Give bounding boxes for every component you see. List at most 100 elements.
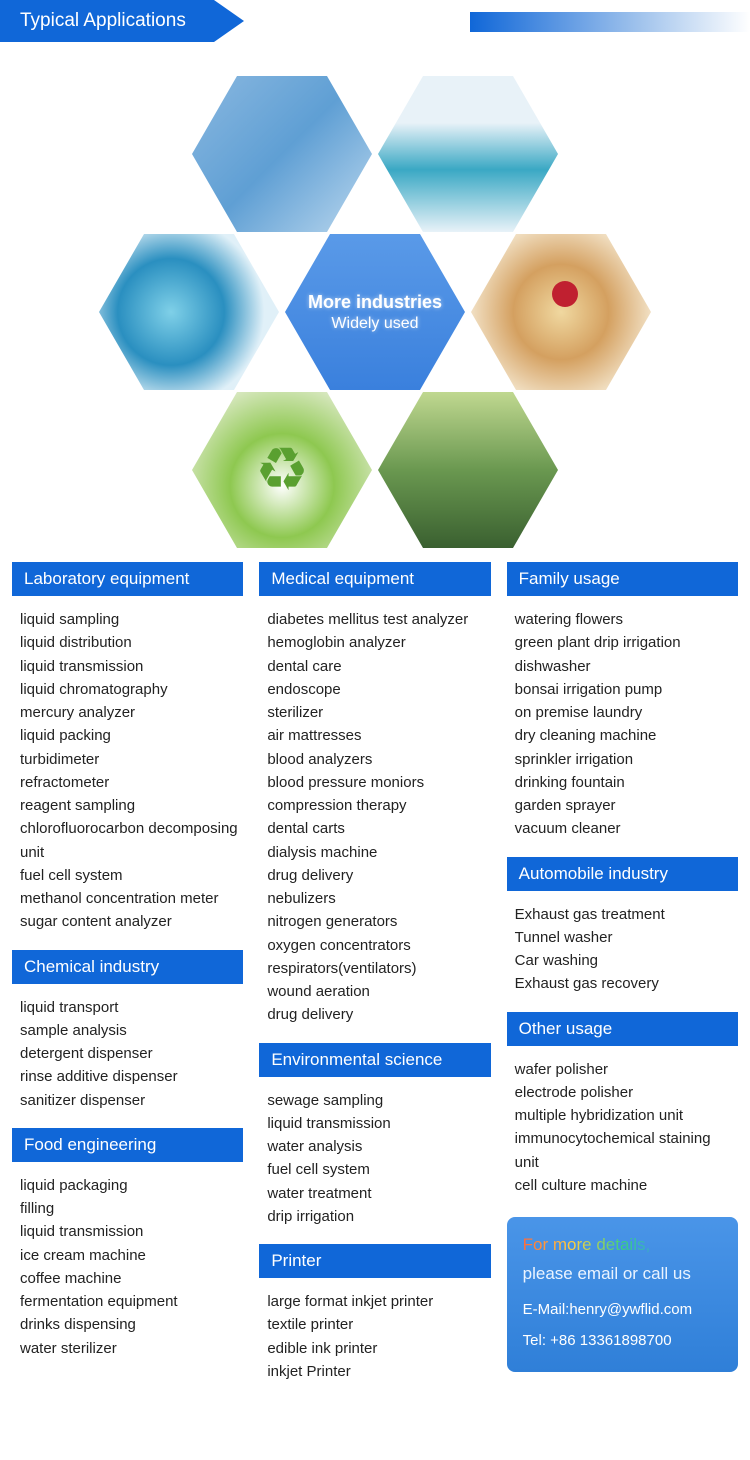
contact-box: For more details,please email or call us… <box>507 1217 738 1372</box>
section-list: sewage samplingliquid transmissionwater … <box>259 1085 490 1235</box>
contact-cta-line1: For more details, <box>523 1231 722 1260</box>
list-item: drug delivery <box>267 1003 486 1026</box>
list-item: fuel cell system <box>267 1158 486 1181</box>
list-item: large format inkjet printer <box>267 1290 486 1313</box>
list-item: wound aeration <box>267 980 486 1003</box>
column: Medical equipment diabetes mellitus test … <box>259 562 490 1389</box>
hex-image-food <box>471 234 651 390</box>
list-item: sewage sampling <box>267 1089 486 1112</box>
list-item: oxygen concentrators <box>267 934 486 957</box>
list-item: liquid transmission <box>20 655 239 678</box>
section-list: wafer polisherelectrode polishermultiple… <box>507 1054 738 1204</box>
list-item: edible ink printer <box>267 1337 486 1360</box>
list-item: electrode polisher <box>515 1081 734 1104</box>
list-item: wafer polisher <box>515 1058 734 1081</box>
list-item: Car washing <box>515 949 734 972</box>
list-item: Tunnel washer <box>515 926 734 949</box>
list-item: detergent dispenser <box>20 1042 239 1065</box>
list-item: sample analysis <box>20 1019 239 1042</box>
list-item: vacuum cleaner <box>515 817 734 840</box>
list-item: liquid packing <box>20 724 239 747</box>
list-item: sprinkler irrigation <box>515 748 734 771</box>
section-list: watering flowersgreen plant drip irrigat… <box>507 604 738 847</box>
list-item: liquid sampling <box>20 608 239 631</box>
list-item: Exhaust gas recovery <box>515 972 734 995</box>
contact-email: E-Mail:henry@ywflid.com <box>523 1297 722 1323</box>
list-item: endoscope <box>267 678 486 701</box>
hex-image-medical-equipment <box>192 76 372 232</box>
list-item: diabetes mellitus test analyzer <box>267 608 486 631</box>
list-item: liquid transmission <box>20 1220 239 1243</box>
list-item: drug delivery <box>267 864 486 887</box>
list-item: liquid transport <box>20 996 239 1019</box>
hex-image-beaker <box>378 76 558 232</box>
list-item: drip irrigation <box>267 1205 486 1228</box>
list-item: air mattresses <box>267 724 486 747</box>
list-item: coffee machine <box>20 1267 239 1290</box>
hexagon-graphic: More industries Widely used <box>0 62 750 562</box>
list-item: compression therapy <box>267 794 486 817</box>
list-item: cell culture machine <box>515 1174 734 1197</box>
list-item: dialysis machine <box>267 841 486 864</box>
list-item: nitrogen generators <box>267 910 486 933</box>
section-header: Food engineering <box>12 1128 243 1162</box>
list-item: rinse additive dispenser <box>20 1065 239 1088</box>
list-item: liquid chromatography <box>20 678 239 701</box>
list-item: blood pressure moniors <box>267 771 486 794</box>
hex-image-flask <box>99 234 279 390</box>
list-item: mercury analyzer <box>20 701 239 724</box>
section-header: Medical equipment <box>259 562 490 596</box>
list-item: blood analyzers <box>267 748 486 771</box>
list-item: water treatment <box>267 1182 486 1205</box>
list-item: water sterilizer <box>20 1337 239 1360</box>
list-item: bonsai irrigation pump <box>515 678 734 701</box>
section-list: liquid transportsample analysisdetergent… <box>12 992 243 1118</box>
hex-center-line1: More industries <box>308 292 442 313</box>
column: Laboratory equipmentliquid samplingliqui… <box>12 562 243 1389</box>
list-item: methanol concentration meter <box>20 887 239 910</box>
section-header: Laboratory equipment <box>12 562 243 596</box>
list-item: immunocytochemical staining unit <box>515 1127 734 1174</box>
list-item: sanitizer dispenser <box>20 1089 239 1112</box>
list-item: dental care <box>267 655 486 678</box>
list-item: reagent sampling <box>20 794 239 817</box>
list-item: dry cleaning machine <box>515 724 734 747</box>
list-item: ice cream machine <box>20 1244 239 1267</box>
page-header: Typical Applications <box>0 0 750 42</box>
section-header: Printer <box>259 1244 490 1278</box>
list-item: filling <box>20 1197 239 1220</box>
hex-image-recycle <box>192 392 372 548</box>
list-item: liquid packaging <box>20 1174 239 1197</box>
section-header: Family usage <box>507 562 738 596</box>
list-item: drinks dispensing <box>20 1313 239 1336</box>
section-list: liquid samplingliquid distributionliquid… <box>12 604 243 940</box>
list-item: turbidimeter <box>20 748 239 771</box>
list-item: sterilizer <box>267 701 486 724</box>
list-item: respirators(ventilators) <box>267 957 486 980</box>
contact-cta-line2: please email or call us <box>523 1260 722 1289</box>
contact-tel: Tel: +86 13361898700 <box>523 1328 722 1354</box>
section-header: Environmental science <box>259 1043 490 1077</box>
list-item: on premise laundry <box>515 701 734 724</box>
hex-image-irrigation <box>378 392 558 548</box>
list-item: green plant drip irrigation <box>515 631 734 654</box>
section-header: Other usage <box>507 1012 738 1046</box>
list-item: nebulizers <box>267 887 486 910</box>
list-item: water analysis <box>267 1135 486 1158</box>
list-item: drinking fountain <box>515 771 734 794</box>
page-title: Typical Applications <box>0 0 214 42</box>
section-list: liquid packagingfillingliquid transmissi… <box>12 1170 243 1366</box>
list-item: inkjet Printer <box>267 1360 486 1383</box>
applications-columns: Laboratory equipmentliquid samplingliqui… <box>0 562 750 1409</box>
list-item: textile printer <box>267 1313 486 1336</box>
section-list: large format inkjet printertextile print… <box>259 1286 490 1389</box>
list-item: garden sprayer <box>515 794 734 817</box>
list-item: dishwasher <box>515 655 734 678</box>
list-item: hemoglobin analyzer <box>267 631 486 654</box>
section-header: Automobile industry <box>507 857 738 891</box>
list-item: Exhaust gas treatment <box>515 903 734 926</box>
list-item: watering flowers <box>515 608 734 631</box>
list-item: refractometer <box>20 771 239 794</box>
column: Family usage watering flowersgreen plant … <box>507 562 738 1389</box>
list-item: liquid distribution <box>20 631 239 654</box>
